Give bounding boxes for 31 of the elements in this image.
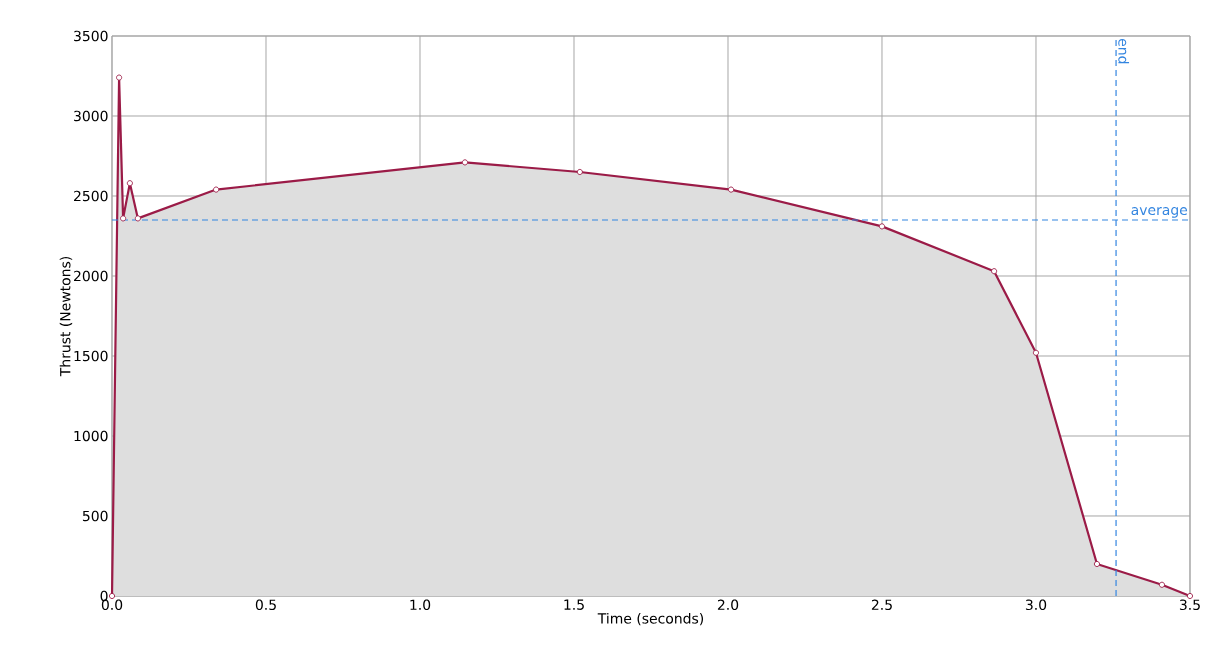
point bbox=[991, 268, 998, 275]
point bbox=[120, 215, 127, 222]
x-tick-label: 1.0 bbox=[410, 599, 431, 611]
x-tick-label: 0.5 bbox=[255, 599, 276, 611]
point bbox=[134, 215, 141, 222]
point bbox=[1158, 581, 1165, 588]
y-tick-label: 500 bbox=[82, 510, 108, 522]
x-tick-label: 2.5 bbox=[871, 599, 892, 611]
point bbox=[1032, 349, 1040, 356]
x-tick-label: 1.5 bbox=[564, 599, 584, 610]
y-tick-label: 1000 bbox=[74, 430, 108, 442]
point bbox=[126, 180, 133, 187]
x-tick-label: 2.0 bbox=[717, 599, 739, 611]
ref-line-label: average bbox=[1131, 207, 1188, 218]
y-tick-label: 3500 bbox=[74, 30, 108, 42]
y-tick-label: 1500 bbox=[74, 350, 108, 362]
y-axis-title: Thrust (Newtons) bbox=[59, 256, 73, 377]
point bbox=[461, 159, 469, 166]
point bbox=[728, 186, 735, 193]
y-tick-label: 2000 bbox=[74, 270, 108, 282]
point bbox=[576, 168, 583, 176]
point bbox=[1093, 560, 1100, 568]
x-tick-label: 3.0 bbox=[1025, 599, 1047, 611]
point bbox=[878, 223, 886, 230]
y-tick-label: 3000 bbox=[74, 110, 108, 122]
y-tick-label: 2500 bbox=[74, 190, 108, 202]
point bbox=[116, 74, 123, 81]
ref-line-label: end bbox=[1118, 38, 1130, 64]
x-tick-label: 3.5 bbox=[1179, 599, 1200, 611]
x-axis-title: Time (seconds) bbox=[597, 612, 704, 626]
point bbox=[213, 186, 220, 193]
